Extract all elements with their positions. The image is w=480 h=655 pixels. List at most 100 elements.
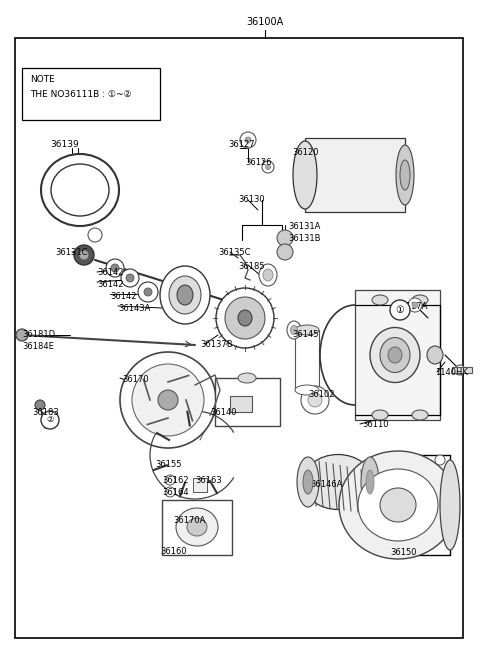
Ellipse shape: [51, 164, 109, 216]
Circle shape: [111, 264, 119, 272]
Circle shape: [240, 132, 256, 148]
Text: 36126: 36126: [245, 158, 272, 167]
Text: 36184E: 36184E: [22, 342, 54, 351]
Circle shape: [120, 352, 216, 448]
Circle shape: [88, 228, 102, 242]
Bar: [215, 378, 280, 426]
Circle shape: [74, 245, 94, 265]
Ellipse shape: [412, 410, 428, 420]
Text: 36117A: 36117A: [395, 302, 427, 311]
Text: 36139: 36139: [50, 140, 79, 149]
Circle shape: [126, 274, 134, 282]
Circle shape: [138, 282, 158, 302]
Circle shape: [165, 475, 175, 485]
Ellipse shape: [259, 264, 277, 286]
Bar: [295, 330, 319, 390]
Ellipse shape: [297, 457, 319, 507]
Ellipse shape: [361, 457, 379, 507]
Text: 1140HK: 1140HK: [435, 368, 468, 377]
Circle shape: [165, 487, 175, 497]
Circle shape: [16, 329, 28, 341]
Circle shape: [412, 302, 418, 308]
Circle shape: [132, 364, 204, 436]
Text: ②: ②: [46, 415, 54, 424]
Ellipse shape: [380, 337, 410, 373]
Ellipse shape: [412, 295, 428, 305]
Text: 36131B: 36131B: [288, 234, 321, 243]
Ellipse shape: [216, 288, 274, 348]
Ellipse shape: [427, 346, 443, 364]
Circle shape: [41, 411, 59, 429]
Ellipse shape: [238, 310, 252, 326]
Bar: [355, 290, 440, 420]
Text: 36185: 36185: [238, 262, 264, 271]
Ellipse shape: [388, 347, 402, 363]
Circle shape: [435, 455, 445, 465]
Text: 36170A: 36170A: [173, 516, 205, 525]
Text: 36181D: 36181D: [22, 330, 55, 339]
Circle shape: [144, 288, 152, 296]
Text: 36163: 36163: [195, 476, 222, 485]
Text: 36137B: 36137B: [200, 340, 233, 349]
Text: 36131C: 36131C: [55, 248, 87, 257]
Ellipse shape: [290, 326, 298, 335]
Text: 36160: 36160: [160, 547, 187, 556]
Ellipse shape: [225, 297, 265, 339]
Circle shape: [106, 259, 124, 277]
Text: 36142: 36142: [97, 280, 123, 289]
Ellipse shape: [440, 460, 460, 550]
Bar: [305, 138, 405, 212]
Circle shape: [121, 269, 139, 287]
Ellipse shape: [238, 373, 256, 383]
Ellipse shape: [293, 141, 317, 209]
Ellipse shape: [295, 325, 319, 335]
Circle shape: [390, 300, 410, 320]
Ellipse shape: [169, 276, 201, 314]
Text: 36150: 36150: [390, 548, 417, 557]
Ellipse shape: [176, 508, 218, 546]
Circle shape: [265, 164, 271, 170]
Text: 36102: 36102: [308, 390, 335, 399]
Text: 36131A: 36131A: [288, 222, 320, 231]
Text: THE NO36111B : ①~②: THE NO36111B : ①~②: [30, 90, 132, 99]
Text: 36183: 36183: [32, 408, 59, 417]
Text: 36162: 36162: [162, 476, 189, 485]
Ellipse shape: [400, 160, 410, 190]
Bar: [193, 478, 207, 492]
Circle shape: [158, 390, 178, 410]
Text: 36155: 36155: [155, 460, 181, 469]
Ellipse shape: [358, 469, 438, 541]
Circle shape: [277, 244, 293, 260]
Bar: [230, 396, 252, 412]
Ellipse shape: [380, 488, 416, 522]
Text: 36164: 36164: [162, 488, 189, 497]
Text: 36142: 36142: [110, 292, 136, 301]
Circle shape: [408, 298, 422, 312]
Ellipse shape: [187, 518, 207, 536]
Circle shape: [301, 386, 329, 414]
Text: 36130: 36130: [238, 195, 264, 204]
Text: 36100A: 36100A: [246, 17, 284, 27]
Text: 36170: 36170: [122, 375, 149, 384]
Circle shape: [245, 137, 251, 143]
Text: 36142: 36142: [97, 268, 123, 277]
Ellipse shape: [287, 321, 301, 339]
Bar: [162, 500, 232, 555]
Ellipse shape: [370, 328, 420, 383]
Ellipse shape: [303, 455, 373, 510]
Text: 36143A: 36143A: [118, 304, 150, 313]
Ellipse shape: [396, 145, 414, 205]
Ellipse shape: [366, 470, 374, 494]
Circle shape: [262, 161, 274, 173]
Bar: [452, 367, 472, 373]
Ellipse shape: [263, 269, 273, 281]
Ellipse shape: [372, 410, 388, 420]
Circle shape: [455, 365, 465, 375]
Text: 36110: 36110: [362, 420, 388, 429]
Ellipse shape: [41, 154, 119, 226]
Ellipse shape: [303, 470, 313, 494]
Text: NOTE: NOTE: [30, 75, 55, 84]
Ellipse shape: [160, 266, 210, 324]
Bar: [22, 68, 160, 120]
Ellipse shape: [295, 385, 319, 395]
